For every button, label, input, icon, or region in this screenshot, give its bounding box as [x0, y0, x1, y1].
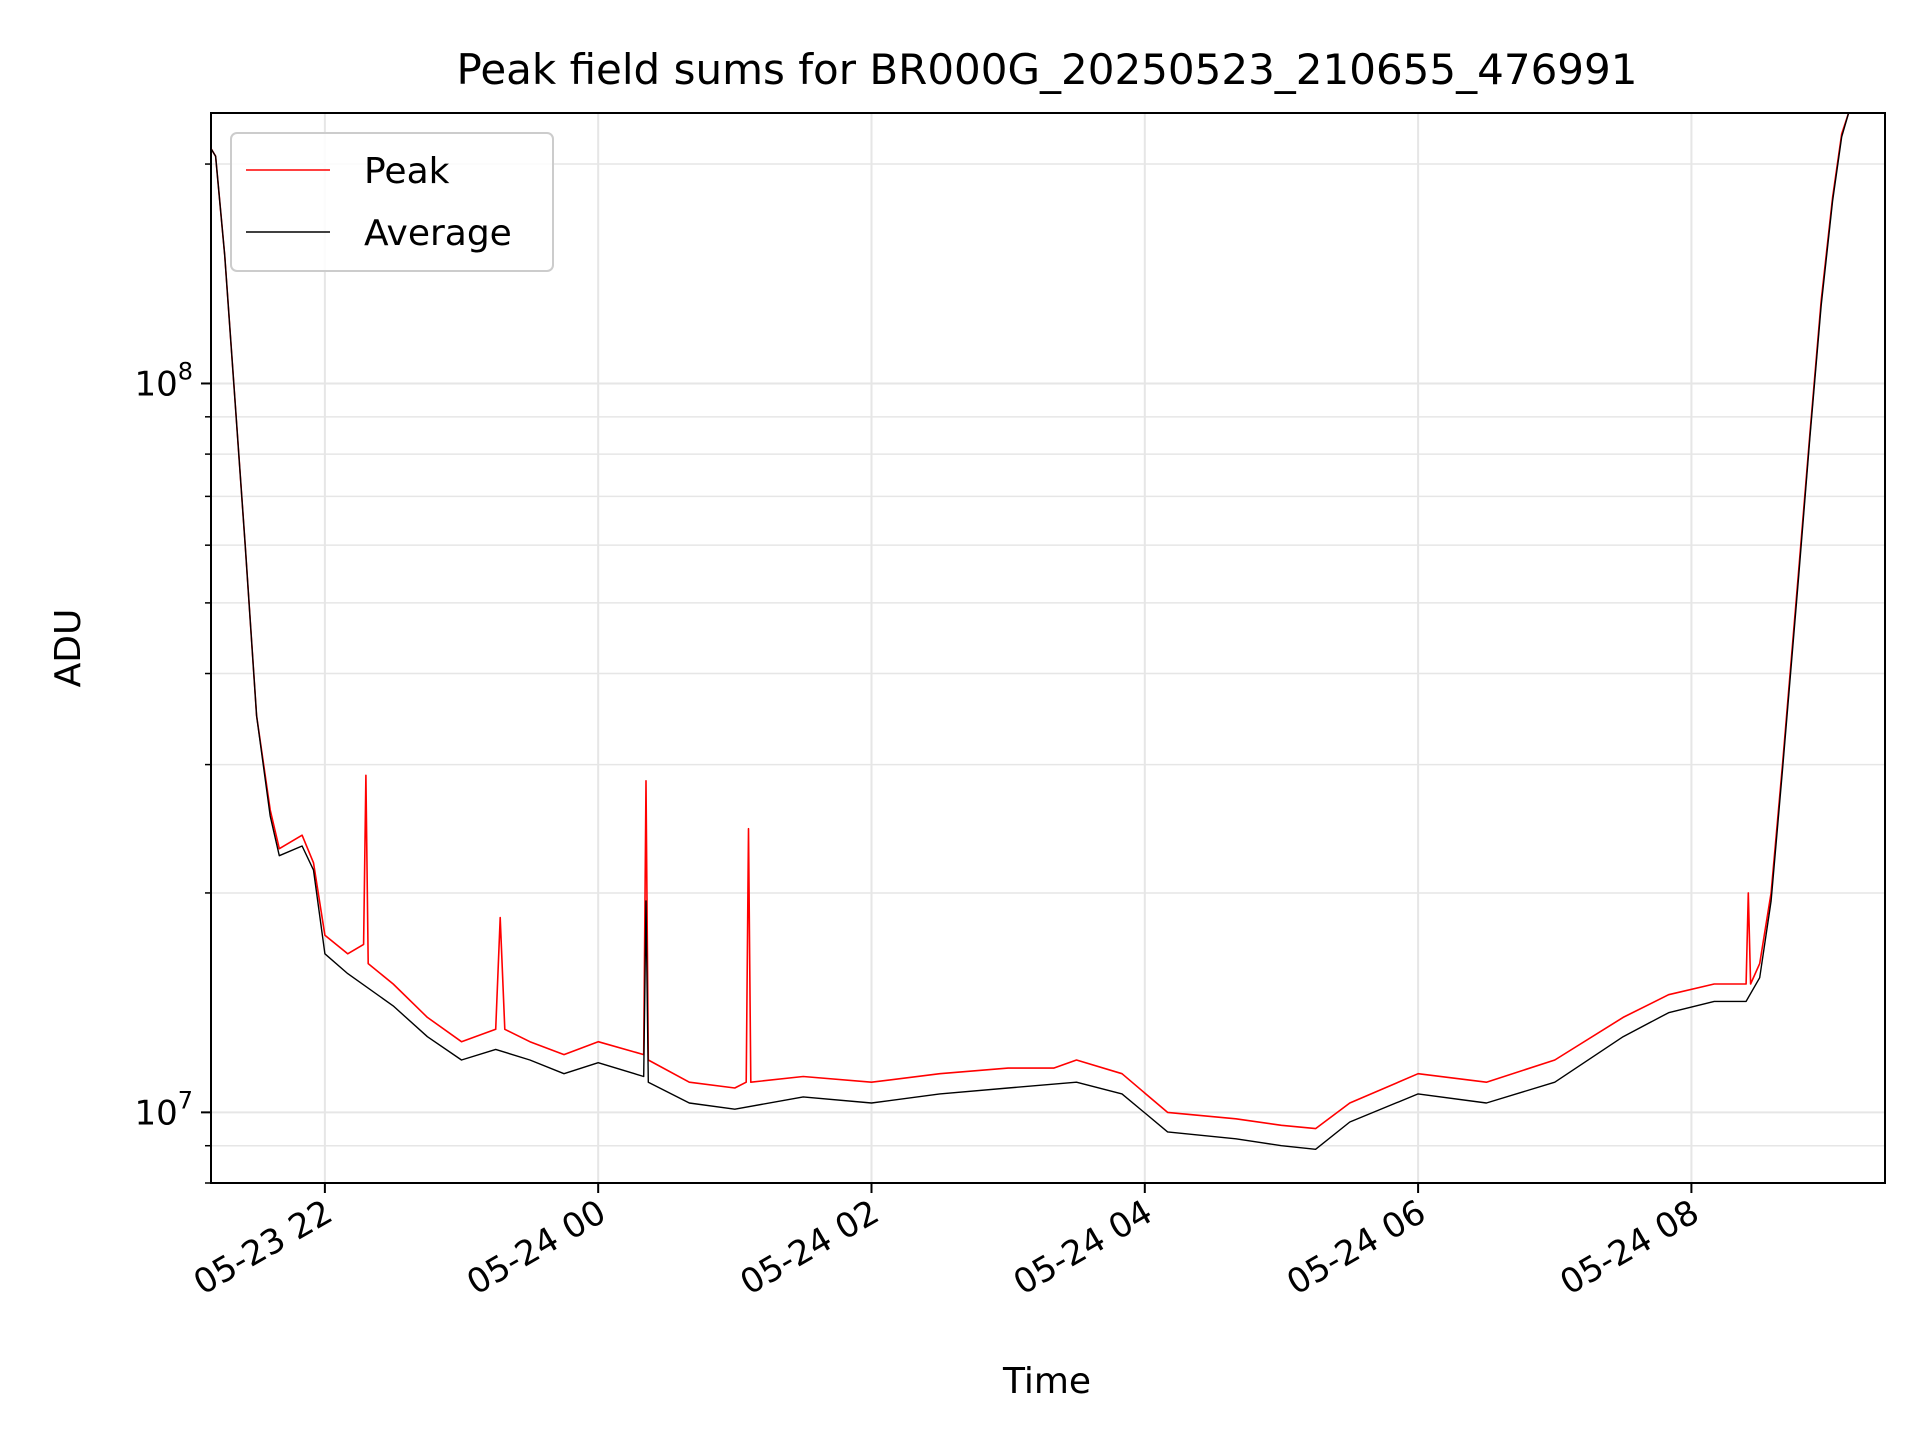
legend-label-average: Average — [364, 213, 512, 254]
series-line-peak — [210, 112, 1850, 1130]
y-axis: 107 108 — [134, 163, 211, 1184]
y-tick-label: 108 — [134, 357, 193, 404]
x-axis-label: Time — [1002, 1361, 1091, 1402]
legend-label-peak: Peak — [364, 151, 450, 192]
chart-title: Peak field sums for BR000G_20250523_2106… — [457, 45, 1638, 94]
series-layer — [210, 112, 1850, 1151]
plot-frame — [210, 112, 1886, 1184]
legend: Peak Average — [230, 132, 554, 272]
grid — [211, 113, 1885, 1184]
series-line-average — [210, 112, 1850, 1151]
y-tick-label: 107 — [134, 1086, 193, 1133]
legend-box — [230, 132, 554, 272]
y-axis-label: ADU — [48, 609, 89, 688]
